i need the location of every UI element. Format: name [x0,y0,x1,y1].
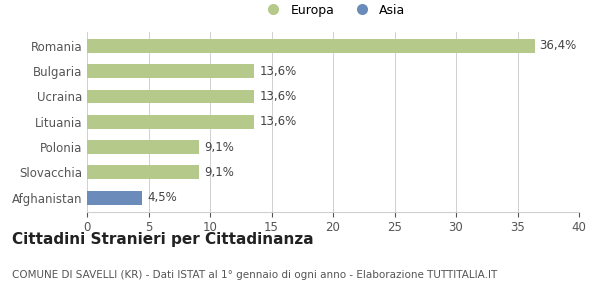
Text: 36,4%: 36,4% [539,39,577,52]
Text: 4,5%: 4,5% [147,191,177,204]
Text: COMUNE DI SAVELLI (KR) - Dati ISTAT al 1° gennaio di ogni anno - Elaborazione TU: COMUNE DI SAVELLI (KR) - Dati ISTAT al 1… [12,270,497,280]
Bar [87,166,199,180]
Bar [87,39,535,53]
Text: Cittadini Stranieri per Cittadinanza: Cittadini Stranieri per Cittadinanza [12,232,314,247]
Bar [87,191,142,205]
Text: 9,1%: 9,1% [204,141,234,154]
Legend: Europa, Asia: Europa, Asia [256,0,410,21]
Text: 13,6%: 13,6% [259,65,296,78]
Bar [87,140,199,154]
Text: 13,6%: 13,6% [259,115,296,128]
Bar [87,64,254,78]
Text: 13,6%: 13,6% [259,90,296,103]
Bar [87,115,254,129]
Bar [87,90,254,104]
Text: 9,1%: 9,1% [204,166,234,179]
